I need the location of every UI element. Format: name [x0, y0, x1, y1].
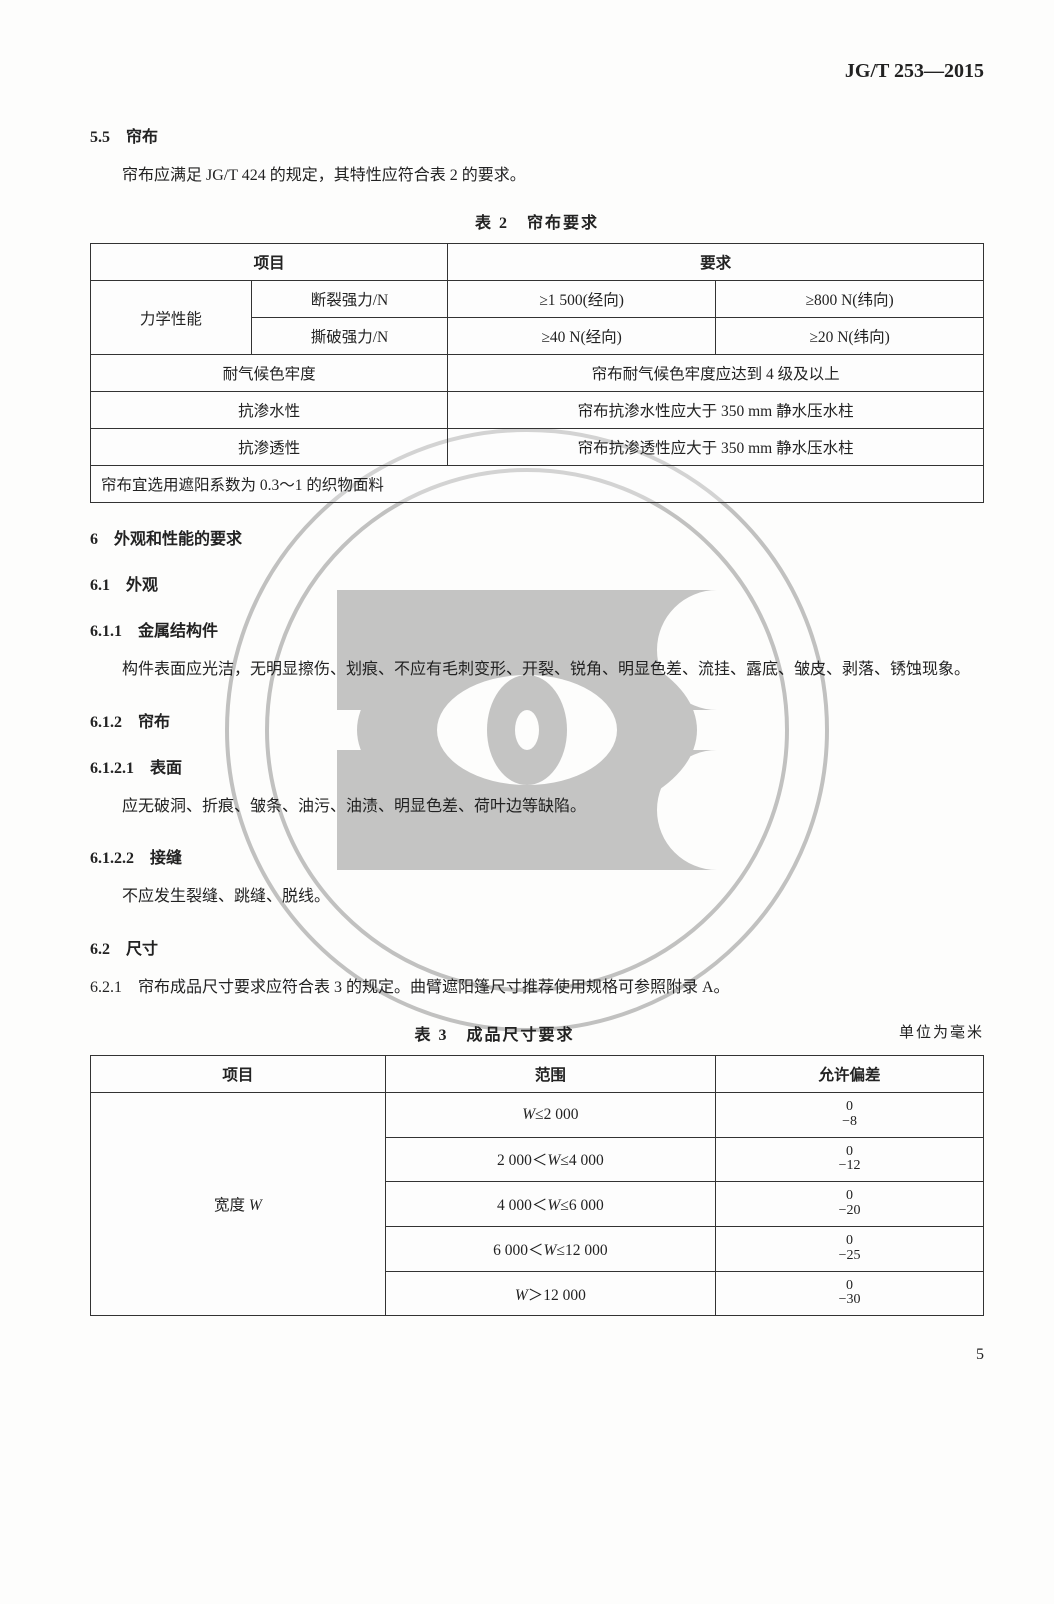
table-3: 项目 范围 允许偏差 宽度 WW≤2 0000−82 000＜W≤4 0000−…	[90, 1055, 984, 1316]
t3-range: 2 000＜W≤4 000	[385, 1137, 715, 1182]
heading-6-2: 6.2 尺寸	[90, 935, 984, 959]
t2-r2-c2: ≥20 N(纬向)	[716, 318, 984, 355]
table2-caption: 表 2 帘布要求	[90, 209, 984, 233]
t3-h2: 范围	[385, 1055, 715, 1092]
t2-r3-label: 耐气候色牢度	[91, 355, 448, 392]
heading-6: 6 外观和性能的要求	[90, 525, 984, 549]
heading-6-1-2-1: 6.1.2.1 表面	[90, 754, 984, 778]
t3-range: 4 000＜W≤6 000	[385, 1182, 715, 1227]
t2-head-req: 要求	[448, 244, 984, 281]
document-code: JG/T 253—2015	[90, 60, 984, 83]
t2-r1-label: 断裂强力/N	[251, 281, 447, 318]
t2-r1-c1: ≥1 500(经向)	[448, 281, 716, 318]
t3-range: 6 000＜W≤12 000	[385, 1227, 715, 1272]
t2-r5-label: 抗渗透性	[91, 429, 448, 466]
t2-r4-req: 帘布抗渗水性应大于 350 mm 静水压水柱	[448, 392, 984, 429]
t2-r2-c1: ≥40 N(经向)	[448, 318, 716, 355]
t2-r5-req: 帘布抗渗透性应大于 350 mm 静水压水柱	[448, 429, 984, 466]
t3-h1: 项目	[91, 1055, 386, 1092]
p-6-1-1: 构件表面应光洁，无明显擦伤、划痕、不应有毛刺变形、开裂、锐角、明显色差、流挂、露…	[90, 655, 984, 685]
t2-note: 帘布宜选用遮阳系数为 0.3～1 的织物面料	[91, 466, 984, 503]
t2-r4-label: 抗渗水性	[91, 392, 448, 429]
heading-6-1: 6.1 外观	[90, 571, 984, 595]
table3-unit: 单位为毫米	[899, 1021, 984, 1042]
t2-mech: 力学性能	[91, 281, 252, 355]
p-6-1-2-2: 不应发生裂缝、跳缝、脱线。	[90, 882, 984, 912]
heading-6-1-2: 6.1.2 帘布	[90, 708, 984, 732]
p-6-2-1: 6.2.1 帘布成品尺寸要求应符合表 3 的规定。曲臂遮阳篷尺寸推荐使用规格可参…	[90, 973, 984, 1003]
t3-tolerance: 0−25	[716, 1227, 984, 1272]
heading-6-1-1: 6.1.1 金属结构件	[90, 617, 984, 641]
p-6-1-2-1: 应无破洞、折痕、皱条、油污、油渍、明显色差、荷叶边等缺陷。	[90, 792, 984, 822]
t3-range: W≤2 000	[385, 1092, 715, 1137]
t2-r3-req: 帘布耐气候色牢度应达到 4 级及以上	[448, 355, 984, 392]
t2-r2-label: 撕破强力/N	[251, 318, 447, 355]
p-5-5: 帘布应满足 JG/T 424 的规定，其特性应符合表 2 的要求。	[90, 161, 984, 191]
t3-h3: 允许偏差	[716, 1055, 984, 1092]
heading-6-1-2-2: 6.1.2.2 接缝	[90, 844, 984, 868]
t3-tolerance: 0−20	[716, 1182, 984, 1227]
t3-tolerance: 0−30	[716, 1271, 984, 1316]
table3-caption: 表 3 成品尺寸要求 单位为毫米	[90, 1021, 984, 1045]
table-2: 项目 要求 力学性能 断裂强力/N ≥1 500(经向) ≥800 N(纬向) …	[90, 243, 984, 503]
t2-r1-c2: ≥800 N(纬向)	[716, 281, 984, 318]
page-number: 5	[90, 1346, 984, 1364]
t3-tolerance: 0−12	[716, 1137, 984, 1182]
t3-tolerance: 0−8	[716, 1092, 984, 1137]
t3-range: W＞12 000	[385, 1271, 715, 1316]
heading-5-5: 5.5 帘布	[90, 123, 984, 147]
t2-head-item: 项目	[91, 244, 448, 281]
t3-width-label: 宽度 W	[91, 1092, 386, 1315]
